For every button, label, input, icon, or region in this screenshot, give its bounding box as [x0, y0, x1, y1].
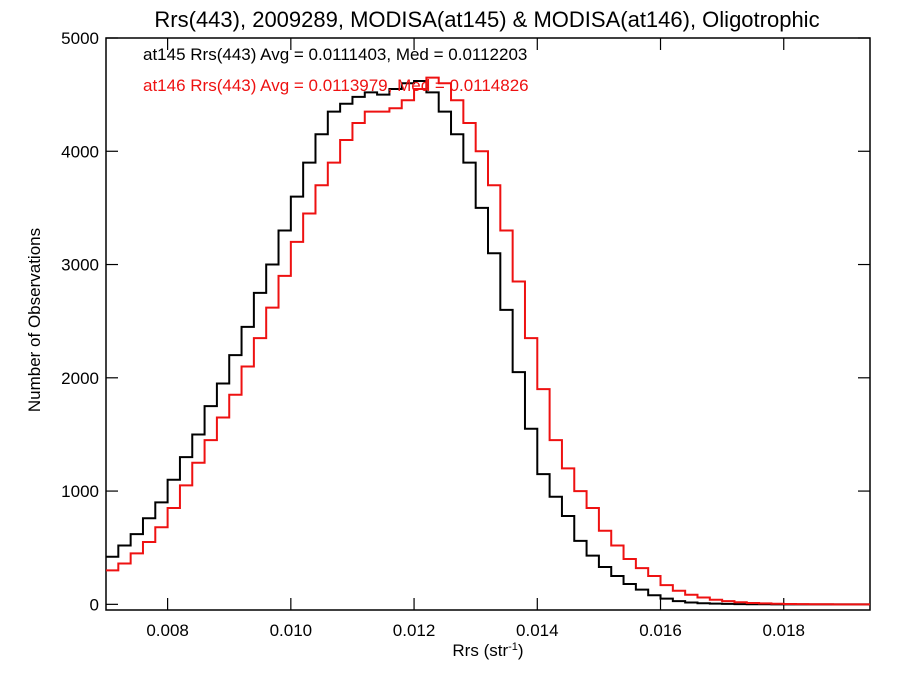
y-axis-label: Number of Observations — [25, 228, 44, 412]
y-tick-label: 0 — [90, 595, 99, 614]
chart-title: Rrs(443), 2009289, MODISA(at145) & MODIS… — [154, 7, 819, 32]
x-axis-label: Rrs (str-1) — [452, 641, 523, 660]
x-tick-label: 0.010 — [270, 621, 313, 640]
axis-ticks: 0.008 0.010 0.012 0.014 0.016 0.018 0 1000 2000 3… — [61, 29, 870, 640]
x-axis-label-end: ) — [518, 641, 524, 660]
plot-area — [105, 37, 871, 611]
series-group — [106, 76, 870, 606]
y-tick-label: 2000 — [61, 369, 99, 388]
y-tick-label: 1000 — [61, 482, 99, 501]
x-tick-label: 0.018 — [762, 621, 805, 640]
legend-entry-at145: at145 Rrs(443) Avg = 0.0111403, Med = 0.… — [143, 45, 527, 64]
x-tick-label: 0.014 — [516, 621, 559, 640]
x-axis-label-sup: -1 — [508, 641, 518, 653]
x-tick-label: 0.012 — [393, 621, 436, 640]
series-line-at145 — [106, 80, 870, 606]
y-tick-label: 4000 — [61, 142, 99, 161]
plot-frame — [105, 37, 871, 611]
y-tick-label: 5000 — [61, 29, 99, 48]
y-tick-label: 3000 — [61, 256, 99, 275]
series-line-at146 — [106, 76, 870, 606]
x-tick-label: 0.016 — [639, 621, 682, 640]
legend-entry-at146: at146 Rrs(443) Avg = 0.0113979, Med = 0.… — [143, 76, 529, 95]
x-axis-label-main: Rrs (str — [452, 641, 508, 660]
x-tick-label: 0.008 — [146, 621, 189, 640]
